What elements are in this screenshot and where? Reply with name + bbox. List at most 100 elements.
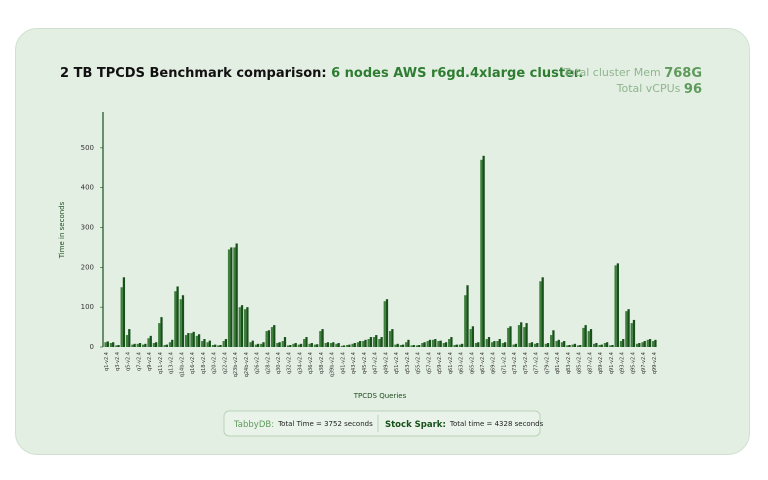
bar	[117, 345, 120, 347]
bar	[509, 326, 512, 347]
bar	[265, 331, 268, 347]
legend-note: Total time = 4328 seconds	[449, 420, 544, 428]
bar	[600, 344, 603, 347]
bar	[276, 343, 279, 347]
bar	[294, 343, 297, 347]
bar	[203, 339, 206, 347]
subtitle: 6 nodes AWS r6gd.4xlarge cluster.	[331, 66, 583, 81]
bar	[299, 343, 303, 347]
bar	[289, 345, 292, 347]
x-tick-label: q13-v2.4	[169, 352, 175, 374]
bar	[396, 343, 399, 347]
bar	[536, 343, 539, 347]
x-tick-label: q69-v2.4	[491, 352, 497, 374]
bar	[112, 342, 115, 347]
bar	[394, 344, 397, 347]
bar	[192, 331, 195, 347]
x-tick-label: q99-v2.4	[652, 352, 658, 374]
bar	[541, 277, 544, 347]
bar	[455, 344, 458, 347]
bar	[520, 322, 523, 347]
x-tick-label: q41-v2.4	[340, 352, 346, 374]
bar	[197, 334, 201, 347]
bar	[512, 344, 515, 347]
x-tick-label: q26-v2.4	[255, 352, 261, 374]
bar	[423, 342, 426, 347]
x-tick-label: q45-v2.4	[362, 352, 368, 374]
legend-note: Total Time = 3752 seconds	[277, 420, 373, 428]
bar	[303, 339, 306, 347]
bar	[305, 337, 308, 347]
x-tick-label: q32-v2.4	[287, 352, 293, 374]
bar	[442, 343, 445, 347]
bar	[184, 335, 188, 347]
bar	[319, 331, 322, 347]
bar	[619, 341, 623, 347]
bar	[477, 342, 480, 347]
x-tick-label: q49-v2.4	[383, 352, 389, 374]
bar	[217, 345, 220, 347]
x-tick-label: q93-v2.4	[620, 352, 626, 374]
x-tick-label: q53-v2.4	[405, 352, 411, 374]
x-tick-label: q83-v2.4	[566, 352, 572, 374]
x-tick-label: q51-v2.4	[394, 352, 400, 374]
bar	[115, 345, 118, 347]
bar	[493, 341, 496, 347]
bar	[643, 341, 646, 347]
bar	[448, 339, 451, 347]
bar	[356, 342, 360, 347]
bar	[514, 343, 517, 347]
x-tick-label: q11-v2.4	[158, 352, 164, 374]
bar	[257, 343, 260, 347]
x-tick-label: q38-v2.4	[319, 352, 325, 374]
bar	[158, 323, 161, 347]
bar	[375, 335, 378, 347]
bar	[611, 345, 614, 347]
legend-name: TabbyDB:	[233, 420, 274, 430]
bar	[622, 339, 625, 347]
bar	[609, 345, 612, 347]
bar	[464, 295, 467, 347]
bar	[179, 299, 182, 347]
bar	[260, 343, 263, 347]
bar	[176, 286, 179, 347]
bar	[342, 345, 346, 347]
bar	[201, 341, 204, 347]
bar	[372, 337, 376, 347]
bar	[171, 339, 174, 347]
legend-entry: Stock Spark: Total time = 4328 seconds	[385, 420, 544, 430]
bar	[104, 342, 107, 347]
bar	[267, 330, 271, 347]
bar	[552, 330, 555, 347]
bar	[605, 342, 609, 347]
y-tick-label: 100	[81, 303, 94, 311]
bar	[391, 329, 394, 347]
x-tick-label: q36-v2.4	[308, 352, 314, 374]
x-tick-label: q30-v2.4	[276, 352, 282, 374]
bar	[401, 344, 405, 347]
x-tick-label: q7-v2.4	[136, 352, 142, 371]
bar	[138, 343, 142, 347]
bar	[324, 343, 327, 347]
bar	[165, 344, 168, 347]
bar	[380, 337, 383, 347]
bar	[286, 345, 290, 347]
x-tick-label: q95-v2.4	[630, 352, 636, 374]
bar	[503, 342, 507, 347]
info-label: Total cluster Mem	[563, 66, 665, 79]
bar	[426, 341, 429, 347]
bar	[439, 340, 442, 347]
bar	[579, 345, 582, 347]
bar	[571, 344, 574, 347]
bar	[383, 301, 386, 347]
bar	[222, 341, 225, 347]
bar	[367, 339, 370, 347]
bar	[528, 343, 531, 347]
bar	[385, 299, 389, 347]
bar	[589, 329, 593, 347]
bar	[125, 335, 129, 347]
bar	[227, 249, 231, 347]
bar	[632, 319, 636, 347]
bar	[326, 342, 330, 347]
